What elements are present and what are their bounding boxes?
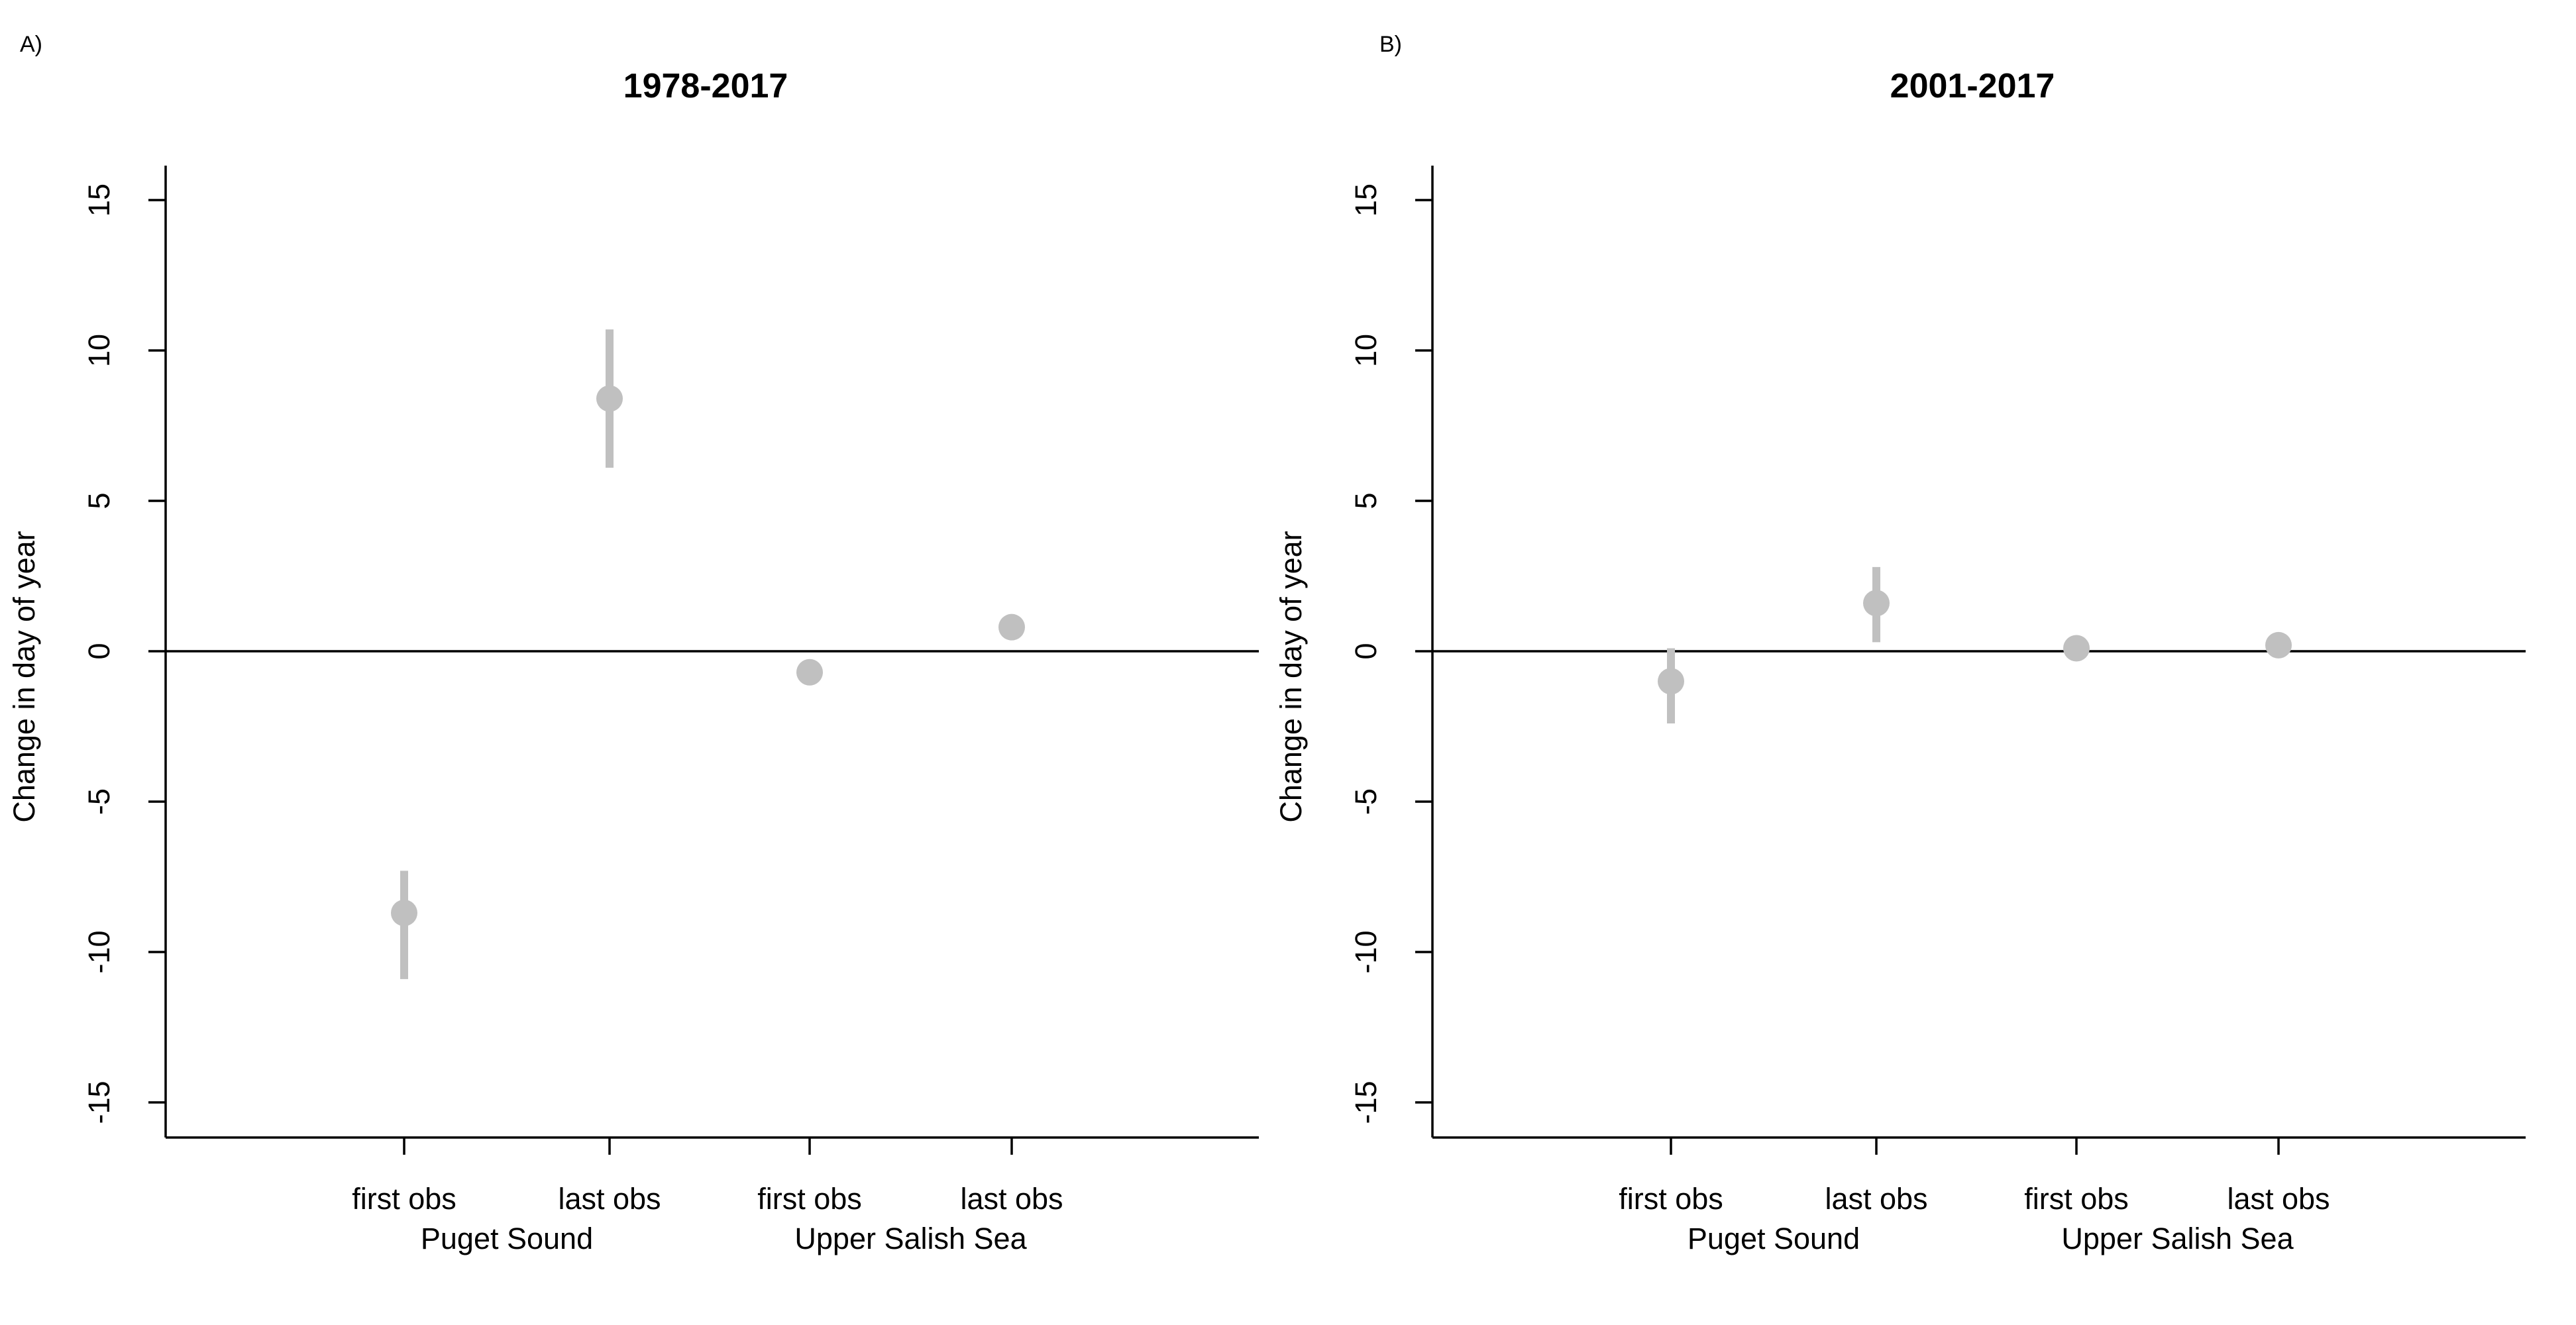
y-tick-label: -5	[82, 788, 116, 815]
data-point	[391, 899, 417, 926]
y-tick-label: 5	[82, 492, 116, 509]
data-point	[596, 385, 623, 412]
x-tick-label: first obs	[1619, 1182, 1723, 1216]
y-tick-label: -10	[82, 930, 116, 973]
y-tick-label: -15	[1349, 1081, 1383, 1124]
y-tick-label: 15	[1349, 184, 1383, 217]
x-tick-label: first obs	[757, 1182, 862, 1216]
y-axis-title: Change in day of year	[7, 531, 41, 822]
group-label: Puget Sound	[421, 1222, 593, 1255]
y-tick-label: -5	[1349, 788, 1383, 815]
data-point	[1863, 590, 1890, 617]
panel-label: A)	[20, 32, 42, 57]
data-point	[998, 613, 1025, 641]
chart-title: 2001-2017	[1890, 67, 2055, 105]
y-tick-label: 10	[1349, 334, 1383, 367]
x-tick-label: last obs	[960, 1182, 1063, 1216]
x-tick-label: last obs	[2227, 1182, 2330, 1216]
group-label: Upper Salish Sea	[794, 1222, 1027, 1255]
data-point	[796, 659, 823, 686]
x-tick-label: last obs	[1825, 1182, 1927, 1216]
y-tick-label: 0	[1349, 643, 1383, 659]
panel-a: 1978-2017 15 10 5 0 -5 -10 -15 Change in day of …	[7, 67, 1259, 1255]
y-tick-label: 15	[82, 184, 116, 217]
y-tick-label: 5	[1349, 492, 1383, 509]
group-label: Upper Salish Sea	[2061, 1222, 2294, 1255]
x-tick-label: first obs	[2024, 1182, 2129, 1216]
y-tick-label: 10	[82, 334, 116, 367]
y-tick-label: -15	[82, 1081, 116, 1124]
y-axis-title: Change in day of year	[1274, 531, 1308, 822]
data-point	[2265, 631, 2292, 659]
x-tick-label: first obs	[352, 1182, 456, 1216]
panel-b: 2001-2017 15 10 5 0 -5 -10 -15 Change in day of …	[1274, 67, 2526, 1255]
x-tick-label: last obs	[558, 1182, 661, 1216]
chart-title: 1978-2017	[623, 67, 788, 105]
data-point	[2063, 635, 2090, 662]
panel-label: B)	[1379, 32, 1402, 57]
data-point	[1658, 668, 1684, 695]
group-label: Puget Sound	[1688, 1222, 1860, 1255]
y-tick-label: 0	[82, 643, 116, 659]
y-tick-label: -10	[1349, 930, 1383, 973]
